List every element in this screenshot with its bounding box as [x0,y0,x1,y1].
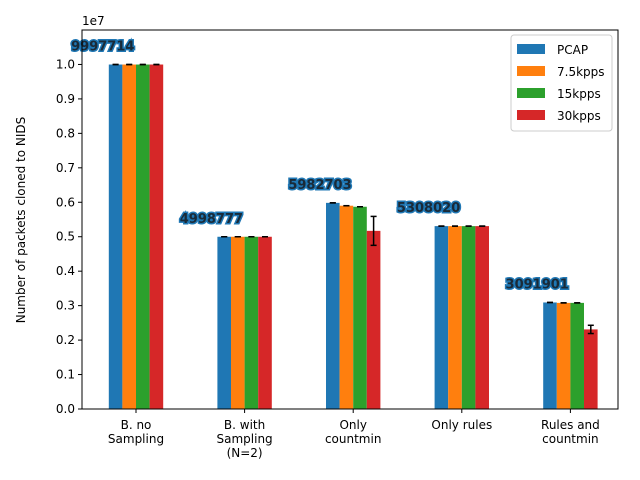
y-axis-label: Number of packets cloned to NIDS [14,117,28,324]
bar-7-5kpps-cat-3 [448,226,462,409]
bar-15kpps-cat-0 [136,64,150,410]
bar-7-5kpps-cat-2 [339,205,354,409]
x-tick-label-cat-0: B. no [121,418,152,432]
bar-7-5kpps-cat-0 [122,64,136,410]
y-tick-label: 0.3 [56,299,75,313]
y-tick-label: 0.1 [56,368,75,382]
x-tick-label-cat-1: Sampling [217,432,273,446]
x-tick-label-cat-2: countmin [325,432,381,446]
legend-entry: 15kpps [557,87,601,101]
value-label-cat-4: 3091901 [506,277,569,292]
y-tick-label: 0.9 [56,92,75,106]
legend-box [510,34,613,132]
y-axis: 0.0 0.1 0.2 0.3 0.4 0.5 0.6 0.7 0.8 0.9 1.0 [56,57,82,416]
bar-pcap-cat-3 [434,226,449,409]
y-tick-label: 0.7 [56,161,75,175]
value-labels-layer: 9997714 4998777 5982703 5308020 3091901 [70,38,571,294]
x-tick-label-cat-2: Only [339,418,367,432]
y-tick-label: 0.5 [56,230,75,244]
y-tick-label: 0.8 [56,126,75,140]
bar-15kpps-cat-1 [244,236,259,409]
x-tick-label-cat-4: Rules and [541,418,600,432]
y-tick-label: 1.0 [56,57,75,71]
legend-swatch [517,66,545,76]
bar-15kpps-cat-2 [353,206,367,409]
y-tick-label: 0.4 [56,264,75,278]
legend-entry: 7.5kpps [557,65,605,79]
x-tick-label-cat-0: Sampling [108,432,164,446]
y-tick-label: 0.0 [56,402,75,416]
legend-swatch [517,44,545,54]
bar-15kpps-cat-4 [570,302,584,409]
x-tick-label-cat-1: (N=2) [227,446,263,460]
legend-swatch [517,88,545,98]
legend-swatch [517,110,545,120]
legend-entry: PCAP [557,43,588,57]
bar-7-5kpps-cat-1 [231,236,245,409]
bar-pcap-cat-0 [108,64,123,410]
legend-entry: 30kpps [557,109,601,123]
x-tick-label-cat-1: B. with [224,418,265,432]
bar-30kpps-cat-4 [584,329,598,409]
value-label-cat-3: 5308020 [397,201,460,216]
bar-30kpps-cat-1 [258,236,272,409]
legend: PCAP 7.5kpps 15kpps 30kpps [510,34,613,132]
bar-30kpps-cat-2 [366,230,381,409]
x-tick-label-cat-3: Only rules [431,418,492,432]
y-tick-label: 0.2 [56,333,75,347]
value-label-cat-0: 9997714 [71,40,134,55]
bar-pcap-cat-4 [543,302,557,409]
bars-layer [108,64,598,410]
x-tick-label-cat-4: countmin [542,432,598,446]
bar-7-5kpps-cat-4 [556,302,571,409]
y-tick-label: 0.6 [56,195,75,209]
bar-30kpps-cat-0 [149,64,164,410]
bar-30kpps-cat-3 [475,226,489,409]
value-label-cat-2: 5982703 [288,178,351,193]
bar-pcap-cat-1 [217,236,231,409]
plot-area-frame [81,29,619,410]
bar-pcap-cat-2 [326,202,340,409]
error-bars-layer [112,63,594,335]
bar-15kpps-cat-3 [461,226,476,409]
value-label-cat-1: 4998777 [180,212,243,227]
y-axis-scale-label: 1e7 [82,14,105,28]
